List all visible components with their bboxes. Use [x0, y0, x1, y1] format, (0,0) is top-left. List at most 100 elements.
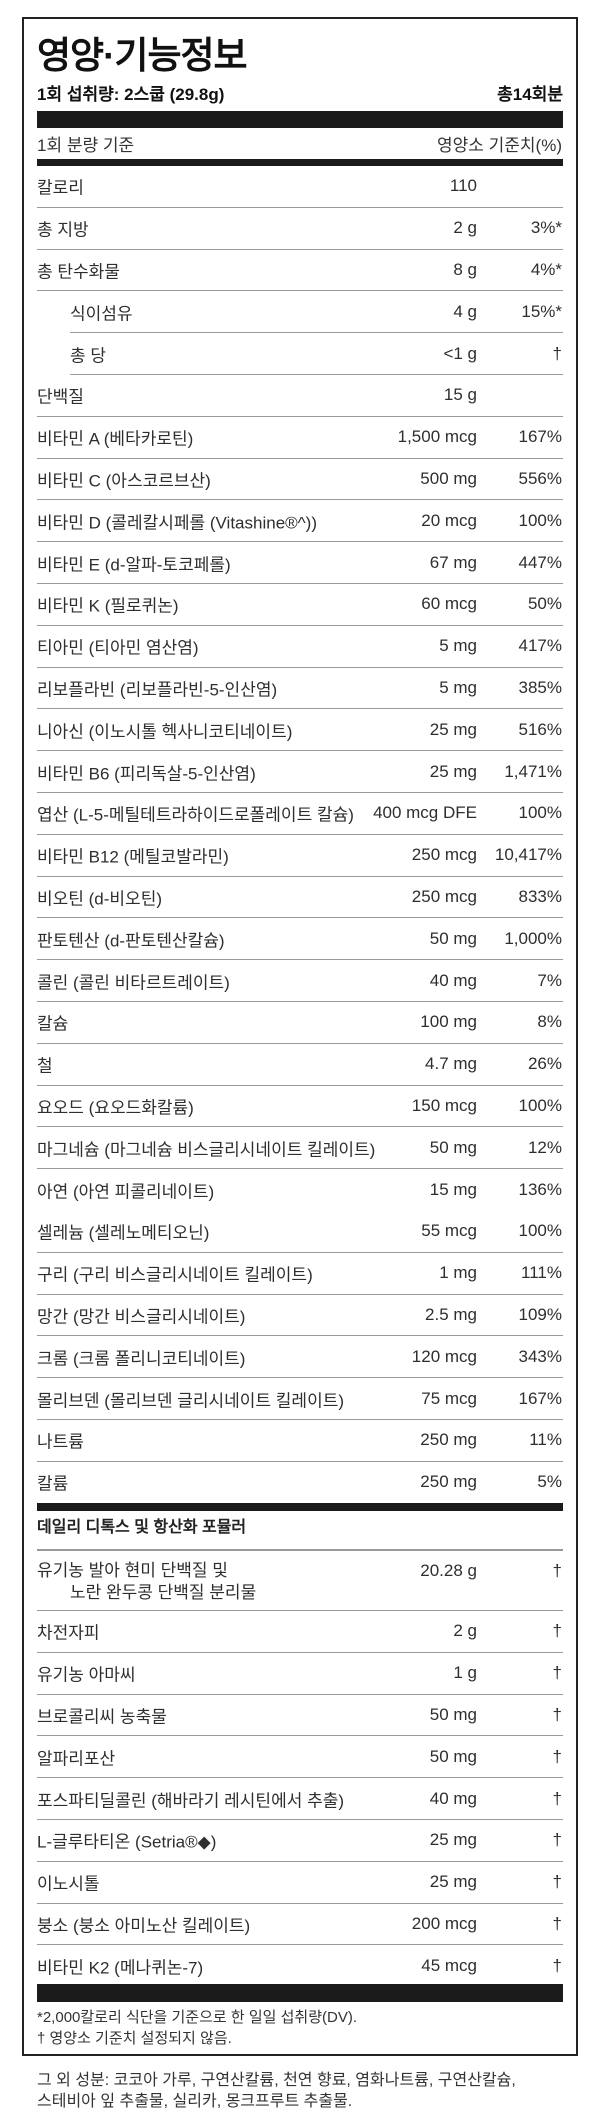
- ingredient-name: 차전자피: [37, 1619, 100, 1644]
- nutrient-daily-value: 12%: [527, 1137, 562, 1157]
- nutrient-amount: 1,500 mcg: [397, 427, 477, 447]
- nutrient-name: 철: [37, 1056, 53, 1076]
- formula-title: 데일리 디톡스 및 항산화 포뮬러: [37, 1519, 247, 1536]
- nutrient-daily-value: 100%: [518, 510, 562, 530]
- nutrient-name: 칼로리: [37, 178, 84, 198]
- nutrient-amount: 25 mg: [429, 719, 477, 739]
- ingredient-amount: 25 mg: [429, 1830, 477, 1850]
- ingredient-name-line: L-글루타티온 (Setria®◆): [37, 1832, 217, 1852]
- nutrient-daily-value: 1,471%: [504, 761, 562, 781]
- nutrient-daily-value: 417%: [518, 636, 562, 656]
- formula-row: 알파리포산 50 mg †: [37, 1736, 563, 1779]
- nutrient-amount: 100 mg: [420, 1012, 477, 1032]
- ingredient-daily-value: †: [552, 1913, 562, 1933]
- ingredient-name-line: 유기농 발아 현미 단백질 및: [37, 1561, 228, 1580]
- ingredient-name-line: 알파리포산: [37, 1749, 116, 1769]
- nutrient-daily-value: 385%: [518, 677, 562, 697]
- nutrient-row: 니아신 (이노시톨 헥사니코티네이트) 25 mg 516%: [37, 709, 563, 752]
- ingredient-amount: 40 mg: [429, 1788, 477, 1808]
- serving-size: 1회 섭취량: 2스쿱 (29.8g): [37, 85, 225, 104]
- ingredient-daily-value: †: [552, 1561, 562, 1580]
- nutrient-name: 구리 (구리 비스글리시네이트 킬레이트): [37, 1265, 313, 1285]
- nutrient-name: 비타민 K (필로퀴논): [37, 596, 179, 616]
- nutrient-row: 망간 (망간 비스글리시네이트) 2.5 mg 109%: [37, 1295, 563, 1337]
- nutrient-amount: 120 mcg: [411, 1346, 477, 1366]
- nutrient-row: 철 4.7 mg 26%: [37, 1044, 563, 1086]
- nutrient-daily-value: 4%*: [530, 259, 562, 279]
- formula-row: 브로콜리씨 농축물 50 mg †: [37, 1695, 563, 1737]
- nutrient-row: 판토텐산 (d-판토텐산칼슘) 50 mg 1,000%: [37, 918, 563, 961]
- nutrient-amount: 50 mg: [429, 1137, 477, 1157]
- nutrient-row: 비타민 A (베타카로틴) 1,500 mcg 167%: [37, 417, 563, 459]
- nutrient-name: 총 탄수화물: [37, 262, 120, 282]
- ingredient-name-line: 비타민 K2 (메나퀴논-7): [37, 1958, 204, 1978]
- nutrient-daily-value: 50%: [527, 594, 562, 614]
- ingredient-daily-value: †: [552, 1621, 562, 1641]
- nutrient-daily-value: 447%: [518, 552, 562, 572]
- nutrient-name: 티아민 (티아민 염산염): [37, 638, 199, 658]
- nutrient-amount: 75 mcg: [421, 1388, 477, 1408]
- nutrient-row: 비오틴 (d-비오틴) 250 mcg 833%: [37, 877, 563, 919]
- ingredient-name: 이노시톨: [37, 1870, 100, 1895]
- nutrient-name: 비타민 D (콜레칼시페롤 (Vitashine®^)): [37, 513, 317, 533]
- nutrient-row: 단백질 15 g: [37, 375, 563, 417]
- ingredient-amount: 25 mg: [429, 1872, 477, 1892]
- ingredient-amount: 20.28 g: [420, 1561, 477, 1580]
- nutrient-daily-value: 5%: [537, 1472, 562, 1492]
- nutrient-row: 칼륨 250 mg 5%: [37, 1462, 563, 1504]
- nutrient-amount: 50 mg: [429, 928, 477, 948]
- nutrient-name: 크롬 (크롬 폴리니코티네이트): [37, 1349, 246, 1369]
- ingredient-name: L-글루타티온 (Setria®◆): [37, 1828, 216, 1853]
- nutrient-row: 총 당 <1 g †: [70, 333, 563, 375]
- nutrient-row: 리보플라빈 (리보플라빈-5-인산염) 5 mg 385%: [37, 668, 563, 710]
- nutrient-row: 칼슘 100 mg 8%: [37, 1002, 563, 1044]
- thick-divider: [37, 159, 563, 166]
- nutrient-amount: 5 mg: [439, 636, 477, 656]
- nutrient-amount: 250 mg: [420, 1472, 477, 1492]
- nutrient-row: 비타민 B12 (메틸코발라민) 250 mcg 10,417%: [37, 835, 563, 877]
- nutrient-daily-value: 10,417%: [494, 845, 562, 865]
- nutrient-amount: 250 mcg: [411, 886, 477, 906]
- other-ingredients-line: 스테비아 잎 추출물, 실리카, 몽크프루트 추출물.: [37, 2093, 353, 2110]
- nutrient-amount: 40 mg: [429, 970, 477, 990]
- nutrient-name: 비타민 B6 (피리독살-5-인산염): [37, 764, 256, 784]
- nutrient-amount: 55 mcg: [421, 1221, 477, 1241]
- thick-divider: [37, 111, 563, 128]
- nutrient-name: 몰리브덴 (몰리브덴 글리시네이트 킬레이트): [37, 1391, 345, 1410]
- ingredient-amount: 50 mg: [429, 1746, 477, 1766]
- formula-row: L-글루타티온 (Setria®◆) 25 mg †: [37, 1820, 563, 1862]
- nutrient-amount: 250 mg: [420, 1430, 477, 1450]
- nutrient-row: 비타민 B6 (피리독살-5-인산염) 25 mg 1,471%: [37, 751, 563, 793]
- nutrient-name: 망간 (망간 비스글리시네이트): [37, 1307, 246, 1327]
- ingredient-daily-value: †: [552, 1704, 562, 1724]
- nutrient-row: 비타민 D (콜레칼시페롤 (Vitashine®^)) 20 mcg 100%: [37, 500, 563, 543]
- nutrient-name: 비타민 A (베타카로틴): [37, 429, 194, 449]
- per-serving-label: 1회 분량 기준: [37, 136, 135, 155]
- nutrient-amount: 250 mcg: [411, 845, 477, 865]
- nutrient-daily-value: 516%: [518, 719, 562, 739]
- divider: [37, 1549, 563, 1551]
- ingredient-name-line: 붕소 (붕소 아미노산 킬레이트): [37, 1916, 251, 1936]
- nutrient-name: 비타민 E (d-알파-토코페롤): [37, 555, 231, 575]
- nutrient-daily-value: 15%*: [521, 301, 562, 321]
- serving-info: 1회 섭취량: 2스쿱 (29.8g) 총14회분: [37, 84, 563, 106]
- daily-value-label: 영양소 기준치(%): [436, 136, 562, 155]
- nutrient-row: 셀레늄 (셀레노메티오닌) 55 mcg 100%: [37, 1211, 563, 1253]
- nutrient-amount: 5 mg: [439, 677, 477, 697]
- nutrient-daily-value: 100%: [518, 803, 562, 823]
- formula-row: 유기농 발아 현미 단백질 및 노란 완두콩 단백질 분리물 20.28 g †: [37, 1550, 563, 1611]
- nutrient-amount: 500 mg: [420, 468, 477, 488]
- ingredient-name: 유기농 아마씨: [37, 1661, 136, 1686]
- ingredient-name: 포스파티딜콜린 (해바라기 레시틴에서 추출): [37, 1786, 344, 1811]
- ingredient-amount: 45 mcg: [421, 1955, 477, 1975]
- nutrient-name: 마그네슘 (마그네슘 비스글리시네이트 킬레이트): [37, 1140, 376, 1160]
- nutrient-row: 티아민 (티아민 염산염) 5 mg 417%: [37, 626, 563, 668]
- nutrient-row: 마그네슘 (마그네슘 비스글리시네이트 킬레이트) 50 mg 12%: [37, 1127, 563, 1170]
- nutrient-daily-value: 167%: [518, 1388, 562, 1408]
- nutrient-name: 단백질: [37, 387, 84, 407]
- nutrient-row: 총 지방 2 g 3%*: [37, 208, 563, 250]
- footnotes: *2,000칼로리 식단을 기준으로 한 일일 섭취량(DV). † 영양소 기…: [37, 2007, 357, 2049]
- ingredient-name-line: 유기농 아마씨: [37, 1665, 136, 1685]
- ingredient-daily-value: †: [552, 1663, 562, 1683]
- ingredient-name-line: 브로콜리씨 농축물: [37, 1707, 167, 1727]
